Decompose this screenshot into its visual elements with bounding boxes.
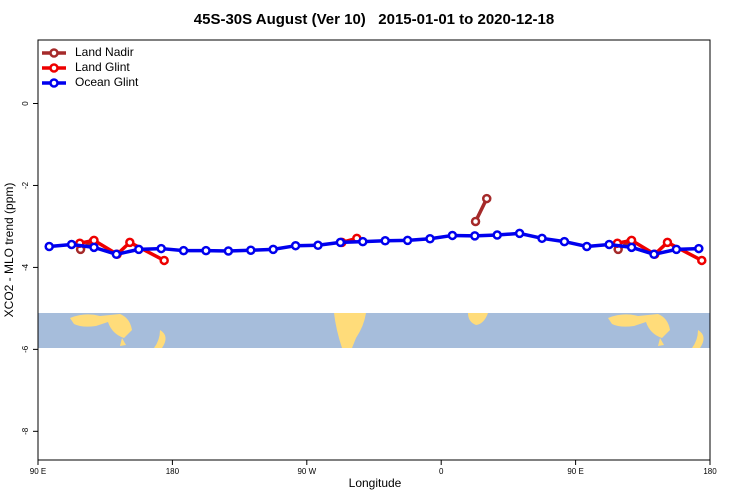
data-point xyxy=(380,236,390,246)
data-point xyxy=(156,243,166,254)
data-point xyxy=(44,241,54,252)
chart-title: 45S-30S August (Ver 10) 2015-01-01 to 20… xyxy=(194,11,554,28)
y-tick-label: -8 xyxy=(21,427,30,435)
data-point xyxy=(134,244,144,255)
legend-marker xyxy=(49,63,59,73)
data-point xyxy=(178,245,189,256)
data-point xyxy=(223,246,234,256)
data-point xyxy=(111,249,122,260)
data-point xyxy=(626,242,637,253)
y-tick-label: 0 xyxy=(21,101,30,106)
data-point xyxy=(481,193,492,204)
y-axis-label: XCO2 - MLO trend (ppm) xyxy=(2,183,16,318)
data-point xyxy=(159,255,169,266)
data-point xyxy=(201,245,211,256)
data-point xyxy=(290,240,301,251)
x-axis-label: Longitude xyxy=(349,476,402,490)
y-tick-label: -6 xyxy=(21,345,30,353)
x-tick-label: 90 W xyxy=(297,467,316,476)
data-point xyxy=(125,237,135,248)
data-point xyxy=(470,216,481,227)
y-tick-label: -4 xyxy=(21,263,30,271)
data-point xyxy=(582,241,592,252)
x-tick-label: 180 xyxy=(703,467,717,476)
legend-marker xyxy=(49,48,59,58)
data-point xyxy=(66,239,77,250)
data-point xyxy=(514,228,525,239)
data-point xyxy=(89,242,99,253)
legend-label: Land Nadir xyxy=(75,45,134,59)
data-point xyxy=(694,243,704,254)
data-point xyxy=(313,240,323,251)
data-point xyxy=(671,244,682,255)
data-point xyxy=(447,230,458,241)
data-point xyxy=(425,233,435,244)
data-point xyxy=(268,244,278,255)
x-tick-label: 0 xyxy=(439,467,444,476)
data-point xyxy=(402,235,413,246)
data-point xyxy=(492,230,502,240)
y-tick-label: -2 xyxy=(21,181,30,189)
data-point xyxy=(470,231,480,241)
x-tick-label: 90 E xyxy=(567,467,583,476)
data-point xyxy=(649,249,659,260)
map-strip xyxy=(38,313,710,348)
data-point xyxy=(358,236,368,247)
data-point xyxy=(604,239,614,250)
data-point xyxy=(335,237,346,248)
legend-label: Land Glint xyxy=(75,60,130,74)
plot-frame xyxy=(37,39,711,461)
legend-marker xyxy=(49,78,59,88)
data-point xyxy=(559,236,570,247)
x-tick-label: 90 E xyxy=(30,467,46,476)
data-point xyxy=(662,237,673,248)
legend-label: Ocean Glint xyxy=(75,75,139,89)
data-point xyxy=(537,233,547,244)
data-point xyxy=(246,245,256,255)
x-tick-label: 180 xyxy=(166,467,180,476)
data-point xyxy=(697,255,707,266)
